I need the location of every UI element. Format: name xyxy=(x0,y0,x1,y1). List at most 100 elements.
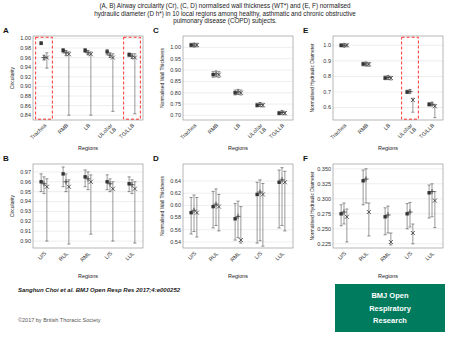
tick-label-line: U/S xyxy=(187,250,198,261)
y-tick-label: 0.90 xyxy=(20,238,31,244)
marker-square xyxy=(361,179,364,182)
error-bar xyxy=(111,54,114,112)
marker-x xyxy=(345,43,349,47)
error-bar xyxy=(133,54,136,114)
tick-label-line: RUL xyxy=(357,250,369,262)
panel-label: D xyxy=(153,154,159,163)
y-tick-label: 0.6 xyxy=(323,104,331,110)
plot-frame xyxy=(33,36,143,120)
x-axis-label: Regions xyxy=(378,145,398,151)
panel: 0.900.910.920.930.940.950.960.97U/SRULRM… xyxy=(3,154,143,279)
tick-label-line: RUL xyxy=(207,250,219,262)
tick-label-line: RML xyxy=(79,250,91,262)
marker-square xyxy=(255,104,258,107)
x-tick-label: ULobarLB xyxy=(396,122,417,143)
x-tick-label: L/S xyxy=(403,250,413,260)
tick-label-line: U/S xyxy=(37,250,48,261)
citation: Sanghun Choi et al. BMJ Open Resp Res 20… xyxy=(18,287,181,293)
y-tick-label: 0.88 xyxy=(20,93,31,99)
x-tick-label: Trachea xyxy=(179,122,198,141)
y-tick-label: 0.96 xyxy=(20,179,31,185)
y-tick-label: 0.58 xyxy=(170,214,181,220)
error-bar xyxy=(89,52,92,115)
tick-label-line: LB xyxy=(82,122,91,131)
grid-line xyxy=(183,193,293,194)
marker-square xyxy=(61,172,64,175)
grid-line xyxy=(33,231,143,232)
y-tick-label: 0.91 xyxy=(20,228,31,234)
error-bar xyxy=(411,224,414,244)
grid-line xyxy=(183,81,293,82)
y-tick-label: 0.80 xyxy=(170,90,181,96)
y-tick-label: 0.86 xyxy=(20,103,31,109)
error-bar xyxy=(217,194,220,231)
panel-label: A xyxy=(3,26,9,35)
tick-label-line: LB xyxy=(258,126,267,135)
marker-x xyxy=(389,240,393,244)
error-bar xyxy=(433,192,436,228)
marker-x xyxy=(283,180,287,184)
marker-square xyxy=(277,181,280,184)
figure-title: (A, B) Airway circularity (Cr), (C, D) n… xyxy=(94,2,356,25)
marker-square xyxy=(83,175,86,178)
x-tick-label: ULobarLB xyxy=(246,122,267,143)
panel: 0.840.860.880.900.920.940.960.981.00Trac… xyxy=(3,26,143,151)
grid-line xyxy=(333,107,443,108)
marker-square xyxy=(39,42,42,45)
error-bar xyxy=(234,90,237,95)
y-tick-label: 0.92 xyxy=(20,218,31,224)
marker-plus xyxy=(385,212,390,217)
marker-x xyxy=(67,52,71,56)
marker-x xyxy=(133,187,137,191)
y-axis-label: Normalised Wall Thickness xyxy=(159,175,165,236)
marker-x xyxy=(45,56,49,60)
marker-plus xyxy=(129,182,134,187)
error-bar xyxy=(45,179,48,241)
error-bar xyxy=(67,180,70,244)
marks xyxy=(39,42,136,116)
marker-x xyxy=(367,62,371,66)
marker-plus xyxy=(363,176,368,181)
grid-line xyxy=(33,241,143,242)
marks xyxy=(39,167,136,244)
marker-x xyxy=(195,211,199,215)
marker-square xyxy=(405,212,408,215)
grid-line xyxy=(183,115,293,116)
tick-label-line: RMB xyxy=(357,122,370,135)
x-tick-label: RML xyxy=(379,250,391,262)
error-bar xyxy=(278,170,281,228)
grid-line xyxy=(333,60,443,61)
grid-line xyxy=(333,45,443,46)
y-tick-label: 0.275 xyxy=(317,211,331,217)
tick-label-line: LB xyxy=(382,122,391,131)
tick-label-line: LUL xyxy=(124,250,135,261)
highlight-box xyxy=(124,37,141,119)
error-bar xyxy=(345,44,348,47)
error-bar xyxy=(408,202,411,227)
marks xyxy=(189,42,286,115)
grid-line xyxy=(33,86,143,87)
marker-x xyxy=(195,43,199,47)
error-bar xyxy=(258,180,261,241)
error-bar xyxy=(406,204,409,229)
tick-label-line: RML xyxy=(229,250,241,262)
grid-line xyxy=(333,168,443,169)
tick-label-line: LUL xyxy=(274,250,285,261)
panel: 0.60.70.80.91.0TracheaRMBLBULobarLBTG/LL… xyxy=(303,26,443,151)
x-tick-label: LB xyxy=(232,122,241,131)
grid-line xyxy=(33,38,143,39)
error-bar xyxy=(239,90,242,95)
y-tick-label: 0.90 xyxy=(170,67,181,73)
figure: (A, B) Airway circularity (Cr), (C, D) n… xyxy=(0,0,450,338)
x-tick-label: RUL xyxy=(357,250,369,262)
marker-x xyxy=(433,104,437,108)
marker-x xyxy=(111,56,115,60)
y-tick-label: 0.95 xyxy=(170,56,181,62)
grid-line xyxy=(33,67,143,68)
plot-frame xyxy=(183,36,293,120)
y-tick-label: 0.60 xyxy=(170,202,181,208)
error-bar xyxy=(236,89,239,94)
marker-x xyxy=(261,192,265,196)
y-tick-label: 1.00 xyxy=(20,35,31,41)
error-bar xyxy=(364,169,367,203)
